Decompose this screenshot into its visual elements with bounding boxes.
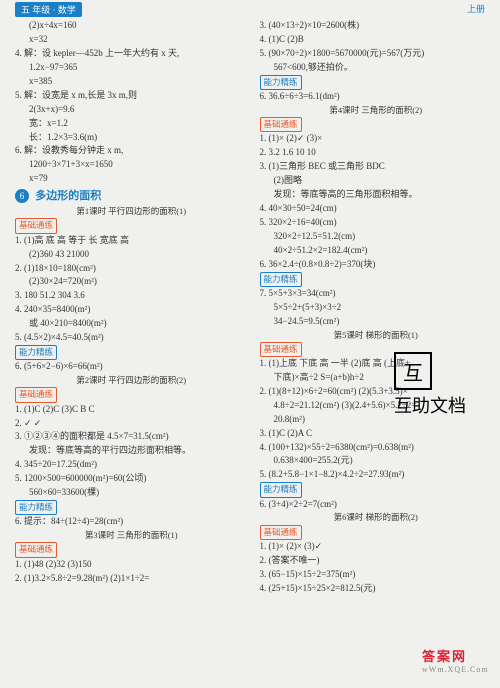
line: 560×60=33600(棵) [15,486,248,500]
line: 2. ✓ ✓ [15,417,248,431]
header-left: 五 年级 · 数学 [15,2,82,17]
line: 3. 180 51.2 304 3.6 [15,289,248,303]
line: 4. (25+15)×15÷25×2=812.5(元) [260,582,493,596]
line: 4.8÷2=21.12(cm²) (3)(2.4+5.6)×5.2÷2= [260,399,493,413]
line: 1. (1)C (2)C (3)C B C [15,403,248,417]
line: 5. (4.5×2)×4.5=40.5(m²) [15,331,248,345]
line: 3. (1)三角形 BEC 或三角形 BDC [260,160,493,174]
line: 1. (1)高 底 高 等于 长 宽底 高 [15,234,248,248]
line: 下底)×高÷2 S=(a+b)h÷2 [260,371,493,385]
line: (2)360 43 21000 [15,248,248,262]
line: 4. (1)C (2)B [260,33,493,47]
lesson-subtitle: 第4课时 三角形的面积(2) [260,104,493,117]
line: 6. 提示：84÷(12÷4)=28(cm²) [15,515,248,529]
line: 1200÷3×71+3×x=1650 [15,158,248,172]
line: 0.638×400=255.2(元) [260,454,493,468]
section-title: 多边形的面积 [35,190,101,202]
right-column: 3. (40×13÷2)×10=2600(株) 4. (1)C (2)B 5. … [254,19,493,596]
line: (2)x÷4x=160 [15,19,248,33]
line: x=32 [15,33,248,47]
line: 2(3x+x)=9.6 [15,103,248,117]
line: 长：1.2×3=3.6(m) [15,131,248,145]
line: 4. 解：设 kepler—452b 上一年大约有 x 天, [15,47,248,61]
content-columns: (2)x÷4x=160 x=32 4. 解：设 kepler—452b 上一年大… [0,17,500,596]
line: 6. (5+6×2−6)×6=66(m²) [15,360,248,374]
line: 6. (3+4)×2÷2=7(cm²) [260,498,493,512]
line: 4. (100+132)×55÷2=6380(cm²)=0.638(m²) [260,441,493,455]
line: (2)30×24=720(m²) [15,275,248,289]
basic-header: 基础通练 [15,387,57,402]
line: 5×5÷2+(5+3)×3÷2 [260,301,493,315]
header-right: 上册 [467,2,485,17]
lesson-subtitle: 第1课时 平行四边形的面积(1) [15,205,248,218]
line: x=79 [15,172,248,186]
site-stamp: 答案网 wWm.XQE.Com [422,646,482,674]
line: 567<600,够还拍价。 [260,61,493,75]
basic-header: 基础通练 [260,525,302,540]
line: 发现：等底等高的平行四边形面积相等。 [15,444,248,458]
ability-header: 能力精练 [15,345,57,360]
line: 40×2÷51.2×2=182.4(cm²) [260,244,493,258]
basic-header: 基础通练 [260,342,302,357]
line: 5. (8.2+5.8−1×1−8.2)×4.2÷2=27.93(m²) [260,468,493,482]
line: 1. (1)上底 下底 高 一半 (2)底 高 (上底+ [260,357,493,371]
line: 2. (1)3.2×5.8÷2=9.28(m²) (2)1×1÷2= [15,572,248,586]
ability-header: 能力精练 [260,482,302,497]
line: 2. (1)(8+12)×6÷2=60(cm²) (2)(5.3+3.5)× [260,385,493,399]
line: 3. (65−15)×15÷2=375(m²) [260,568,493,582]
section-heading: 6 多边形的面积 [15,188,248,205]
line: 3. ①②③④的面积都是 4.5×7=31.5(cm²) [15,430,248,444]
line: 34−24.5=9.5(cm²) [260,315,493,329]
line: 2. (1)18×10=180(cm²) [15,262,248,276]
line: (2)图略 [260,174,493,188]
line: 4. 240×35=8400(m²) [15,303,248,317]
basic-header: 基础通练 [260,117,302,132]
basic-header: 基础通练 [15,542,57,557]
line: 6. 36×2.4÷(0.8×0.8÷2)=370(块) [260,258,493,272]
left-column: (2)x÷4x=160 x=32 4. 解：设 kepler—452b 上一年大… [15,19,254,596]
line: 1. (1)× (2)✓ (3)× [260,132,493,146]
line: 7. 5×5+3×3=34(cm²) [260,287,493,301]
line: 6. 36.6÷6÷3=6.1(dm²) [260,90,493,104]
lesson-subtitle: 第3课时 三角形的面积(1) [15,529,248,542]
lesson-subtitle: 第6课时 梯形的面积(2) [260,511,493,524]
line: 5. 320×2÷16=40(cm) [260,216,493,230]
page-header: 五 年级 · 数学 上册 [0,0,500,17]
line: 3. (1)C (2)A C [260,427,493,441]
stamp-site: wWm.XQE.Com [422,665,482,674]
ability-header: 能力精练 [260,272,302,287]
lesson-subtitle: 第2课时 平行四边形的面积(2) [15,374,248,387]
section-number: 6 [15,189,29,203]
ability-header: 能力精练 [260,75,302,90]
line: 1. (1)× (2)× (3)✓ [260,540,493,554]
stamp-red: 答案网 [422,646,482,665]
line: 4. 40×30÷50=24(cm) [260,202,493,216]
line: 5. 1200×500=600000(m²)=60(公顷) [15,472,248,486]
line: 4. 345÷20=17.25(dm²) [15,458,248,472]
line: 3. (40×13÷2)×10=2600(株) [260,19,493,33]
line: 5. 解：设宽是 x m,长是 3x m,则 [15,89,248,103]
ability-header: 能力精练 [15,500,57,515]
line: 或 40×210=8400(m²) [15,317,248,331]
line: 320×2÷12.5=51.2(cm) [260,230,493,244]
line: 2. 3.2 1.6 10 10 [260,146,493,160]
line: x=385 [15,75,248,89]
line: 1.2x−97=365 [15,61,248,75]
line: 5. (90×70÷2)×1800=5670000(元)=567(万元) [260,47,493,61]
line: 宽：x=1.2 [15,117,248,131]
lesson-subtitle: 第5课时 梯形的面积(1) [260,329,493,342]
line: 1. (1)48 (2)32 (3)150 [15,558,248,572]
basic-header: 基础通练 [15,218,57,233]
line: 2. (答案不唯一) [260,554,493,568]
line: 发现：等底等高的三角形面积相等。 [260,188,493,202]
line: 20.8(m²) [260,413,493,427]
line: 6. 解：设教秀每分钟走 x m, [15,144,248,158]
